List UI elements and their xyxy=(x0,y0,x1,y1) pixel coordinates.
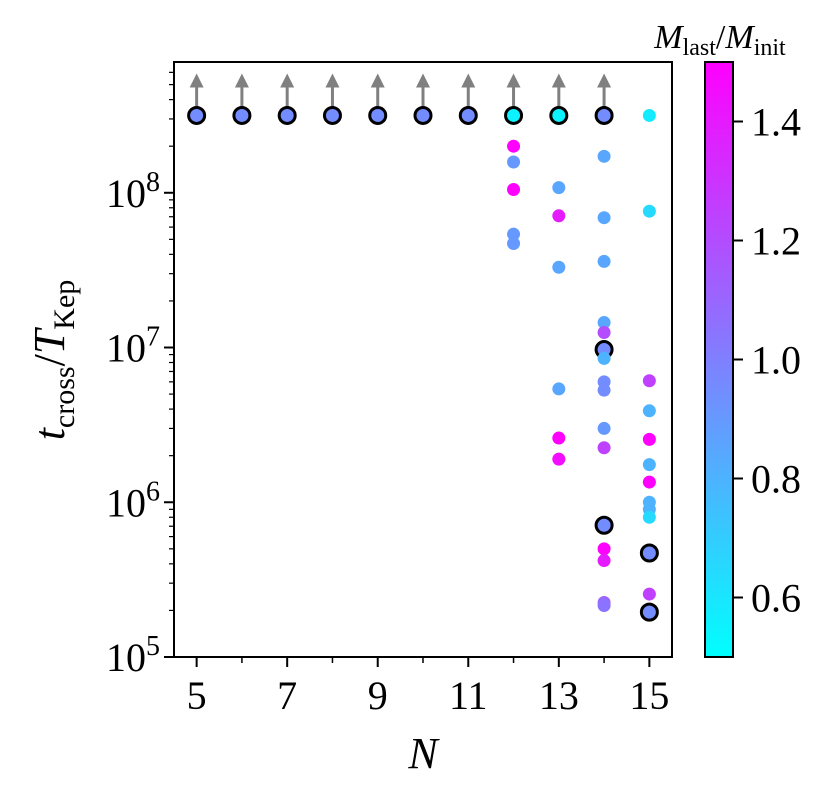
data-point-outlined xyxy=(639,602,659,622)
x-axis: 5 7 9 11 13 15 xyxy=(187,657,669,718)
colorbar-tick-label: 1.2 xyxy=(751,219,801,264)
x-tick-label: 7 xyxy=(277,673,297,718)
data-point xyxy=(642,458,656,472)
colorbar-tick-label: 0.8 xyxy=(751,457,801,502)
data-point xyxy=(552,260,566,274)
data-point xyxy=(597,254,611,268)
data-point xyxy=(597,554,611,568)
data-point xyxy=(597,441,611,455)
plot-border xyxy=(173,61,673,658)
lower-limit-arrow-head xyxy=(370,73,385,88)
colorbar-tick-label: 0.6 xyxy=(751,576,801,621)
data-point-outlined xyxy=(277,105,297,125)
colorbar-ticks: 0.6 0.8 1.0 1.2 1.4 xyxy=(733,100,801,621)
data-point-outlined xyxy=(413,105,433,125)
lower-limit-arrow-head xyxy=(280,73,295,88)
y-tick-label: 106 xyxy=(106,476,160,525)
colorbar: 0.6 0.8 1.0 1.2 1.4 Mlast/Minit xyxy=(653,19,801,658)
x-tick-label: 9 xyxy=(368,673,388,718)
y-tick-label: 108 xyxy=(106,167,160,216)
data-point xyxy=(597,149,611,163)
x-tick-label: 15 xyxy=(629,673,669,718)
data-point xyxy=(552,209,566,223)
data-point xyxy=(597,542,611,556)
data-point-outlined xyxy=(594,105,614,125)
data-point xyxy=(642,432,656,446)
lower-limit-arrow-head xyxy=(461,73,476,88)
colorbar-label: Mlast/Minit xyxy=(653,19,786,61)
x-tick-label: 11 xyxy=(449,673,488,718)
data-point-outlined xyxy=(322,105,342,125)
data-point xyxy=(642,510,656,524)
lower-limit-arrow-head xyxy=(325,73,340,88)
data-point xyxy=(597,421,611,435)
data-point-outlined xyxy=(232,105,252,125)
data-point xyxy=(552,382,566,396)
data-point xyxy=(507,139,521,153)
data-point-outlined xyxy=(639,543,659,563)
x-tick-label: 13 xyxy=(539,673,579,718)
data-point-outlined xyxy=(458,105,478,125)
x-tick-label: 5 xyxy=(187,673,207,718)
data-point xyxy=(507,155,521,169)
lower-limit-arrow-head xyxy=(551,73,566,88)
y-tick-label: 107 xyxy=(106,322,160,371)
lower-limit-arrow-head xyxy=(189,73,204,88)
y-axis: 105 106 107 108 xyxy=(106,71,174,680)
data-point xyxy=(597,316,611,330)
colorbar-gradient xyxy=(704,61,734,658)
data-point xyxy=(552,452,566,466)
data-point xyxy=(552,181,566,195)
x-axis-label: N xyxy=(407,729,440,778)
data-point xyxy=(642,374,656,388)
data-point xyxy=(642,108,656,122)
lower-limit-arrow-head xyxy=(597,73,612,88)
scatter-points xyxy=(187,105,659,622)
plot-frame xyxy=(174,62,672,657)
lower-limit-arrow-head xyxy=(416,73,430,88)
data-point xyxy=(597,326,611,340)
data-point xyxy=(642,204,656,218)
colorbar-tick-label: 1.0 xyxy=(751,338,801,383)
data-point xyxy=(597,351,611,365)
data-point xyxy=(552,431,566,445)
plot-area xyxy=(174,62,672,657)
data-point xyxy=(597,599,611,613)
data-point-outlined xyxy=(594,515,614,535)
data-point xyxy=(642,404,656,418)
y-axis-label: tcross/TKep xyxy=(25,280,81,441)
lower-limit-arrow-head xyxy=(234,73,249,88)
data-point-outlined xyxy=(368,105,388,125)
data-point xyxy=(507,182,521,196)
data-point-outlined xyxy=(187,105,207,125)
y-tick-label: 105 xyxy=(106,631,160,680)
data-point xyxy=(642,475,656,489)
data-point xyxy=(507,237,521,251)
data-point-outlined xyxy=(549,105,569,125)
data-point xyxy=(642,587,656,601)
data-point xyxy=(507,227,521,241)
data-point xyxy=(597,211,611,225)
data-point-outlined xyxy=(504,105,524,125)
lower-limit-arrow-head xyxy=(506,73,521,88)
colorbar-tick-label: 1.4 xyxy=(751,100,801,145)
data-point xyxy=(597,383,611,397)
